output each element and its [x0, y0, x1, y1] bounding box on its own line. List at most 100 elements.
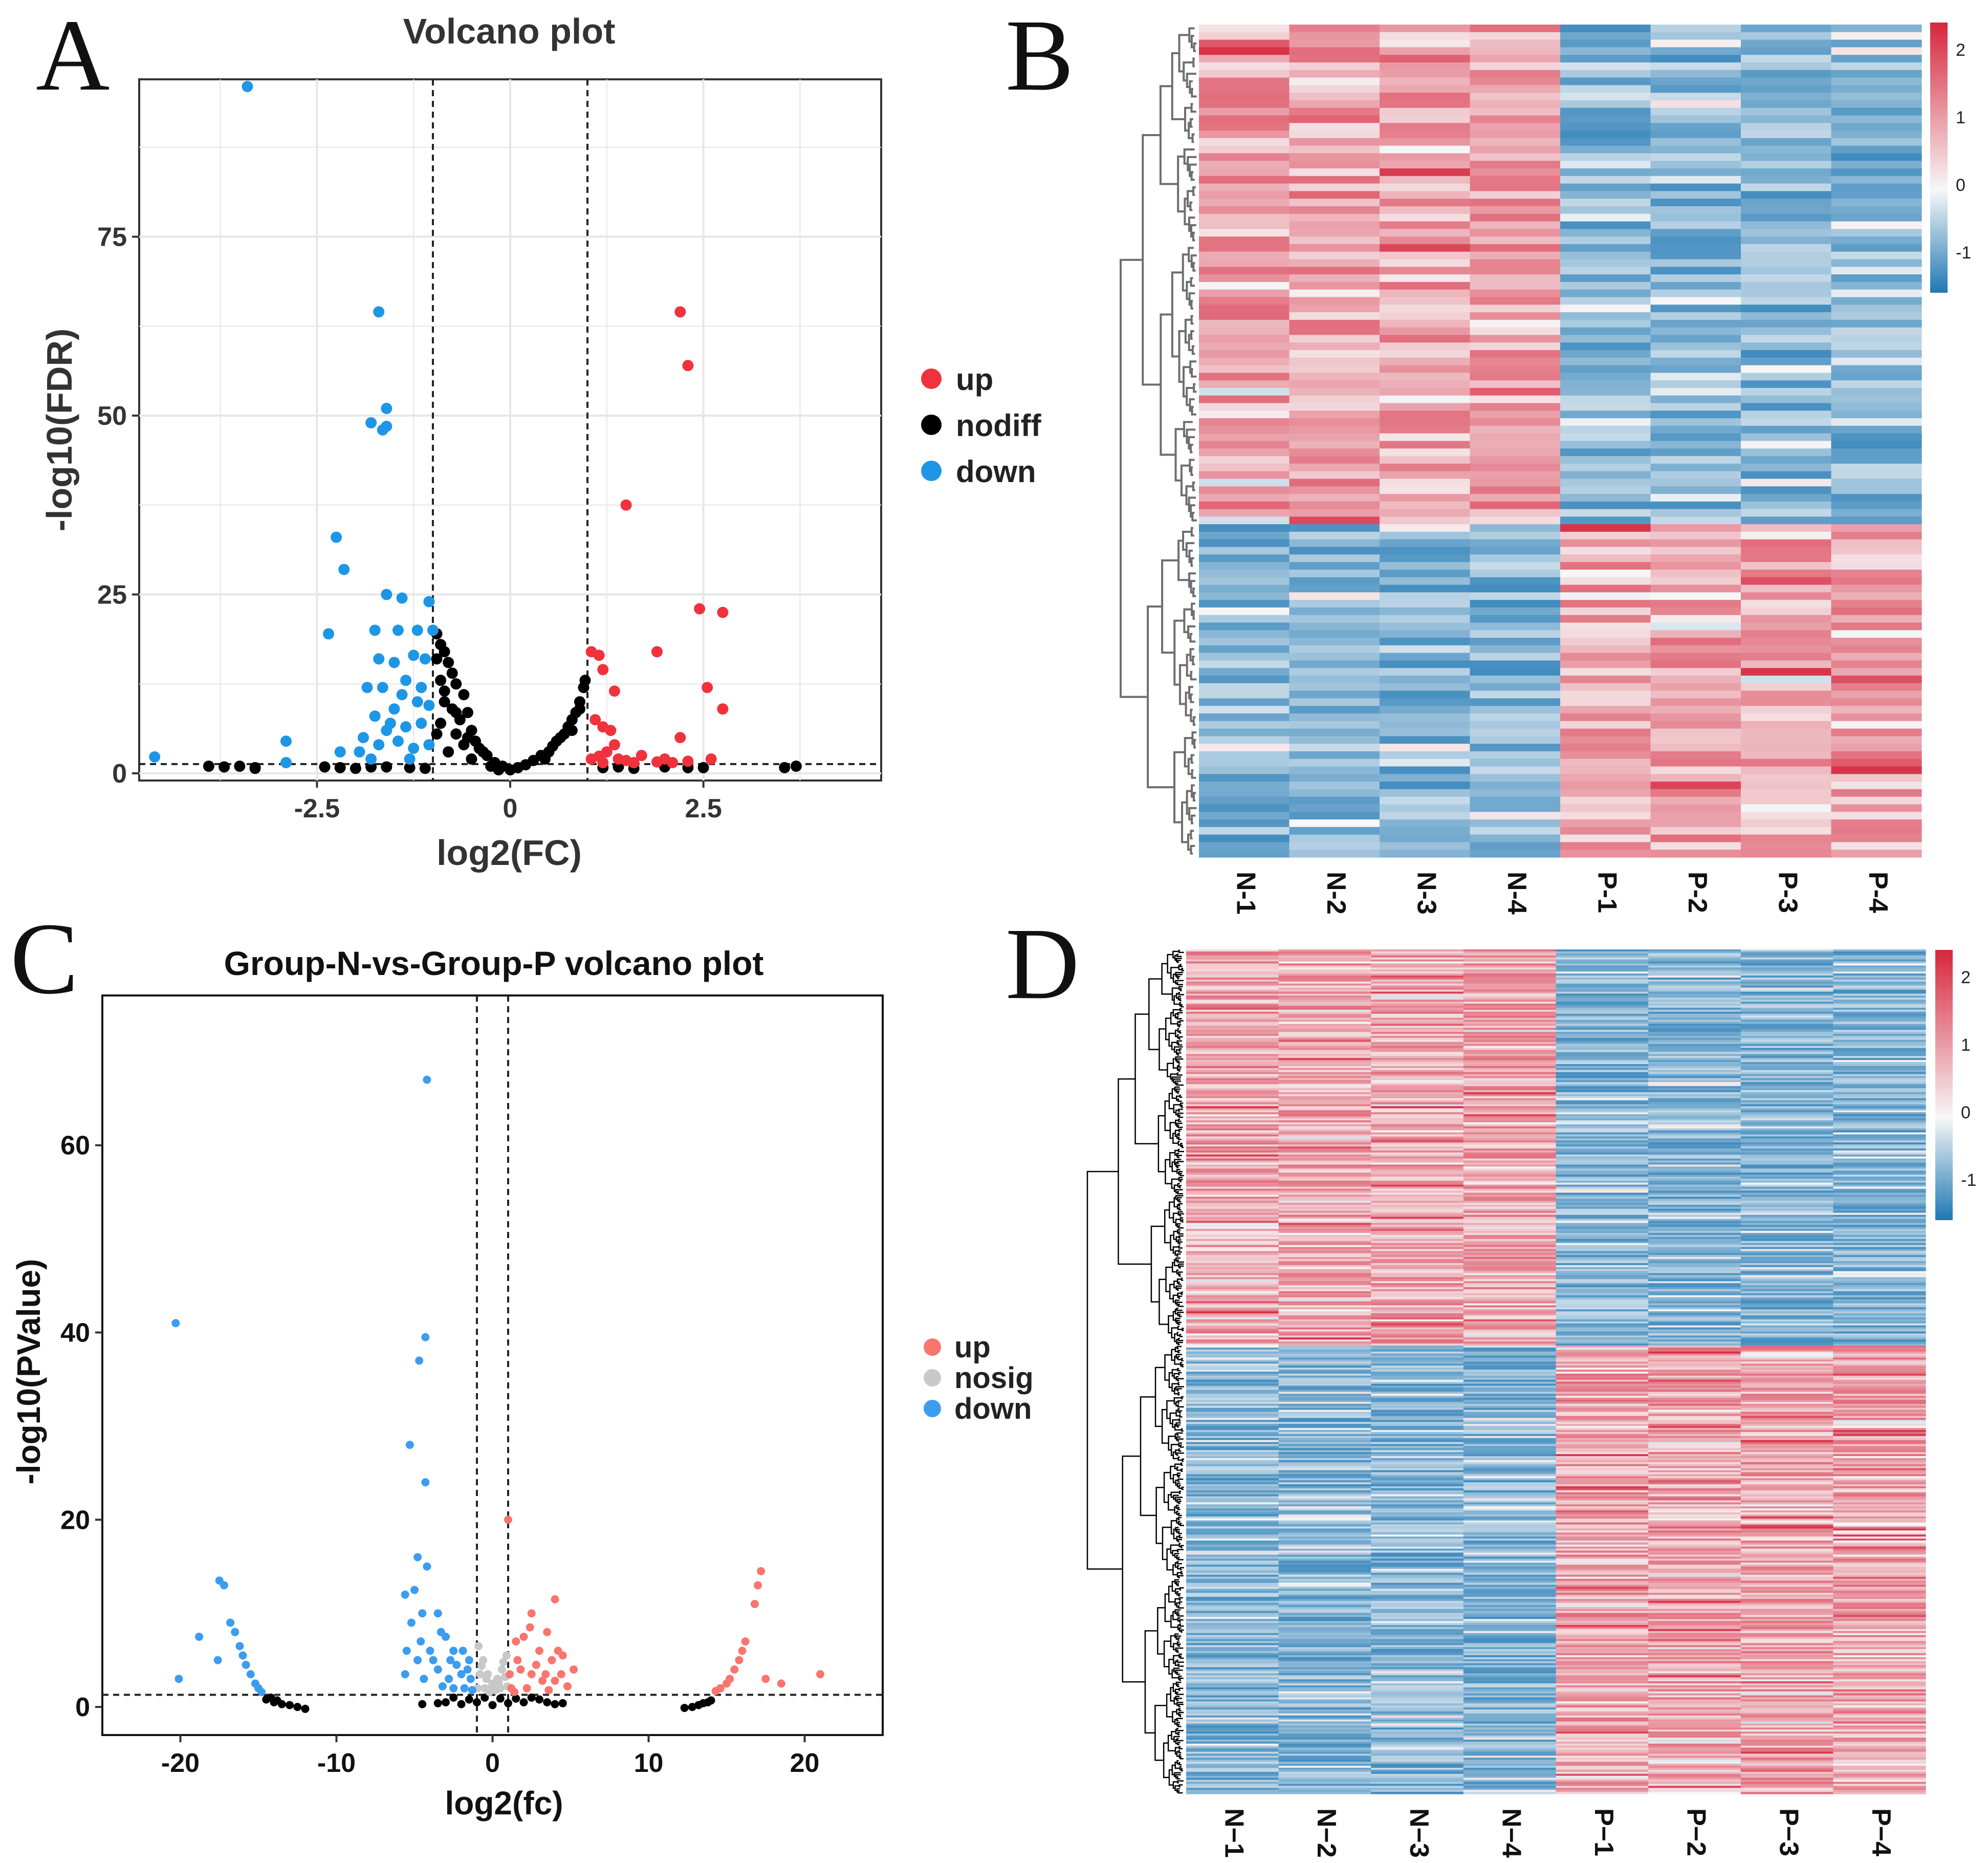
- heatmap-cell: [1186, 1643, 1279, 1645]
- heatmap-cell: [1186, 1392, 1279, 1394]
- heatmap-cell: [1463, 1175, 1557, 1177]
- heatmap-cell: [1186, 1709, 1279, 1712]
- heatmap-cell: [1831, 55, 1922, 63]
- heatmap-cell: [1556, 1741, 1649, 1744]
- heatmap-cell: [1556, 1669, 1649, 1672]
- heatmap-cell: [1740, 1164, 1833, 1167]
- heatmap-cell: [1740, 1379, 1833, 1382]
- heatmap-cell: [1278, 1227, 1371, 1229]
- heatmap-cell: [1648, 1512, 1741, 1515]
- heatmap-cell: [1278, 1275, 1371, 1277]
- heatmap-cell: [1463, 1506, 1557, 1509]
- heatmap-cell: [1556, 1186, 1649, 1189]
- heatmap-cell: [1740, 1370, 1833, 1372]
- heatmap-cell: [1740, 1034, 1833, 1036]
- heatmap-cell: [1278, 1058, 1371, 1060]
- heatmap-cell: [1371, 981, 1464, 984]
- heatmap-cell: [1186, 1677, 1279, 1680]
- heatmap-cell: [1470, 524, 1561, 532]
- heatmap-cell: [1648, 1470, 1741, 1473]
- heatmap-cell: [1740, 1609, 1833, 1612]
- heatmap-cell: [1833, 1739, 1926, 1742]
- heatmap-cell: [1833, 1422, 1926, 1424]
- heatmap-cell: [1371, 1607, 1464, 1610]
- heatmap-cell: [1289, 615, 1380, 623]
- heatmap-cell: [1463, 1474, 1557, 1477]
- heatmap-cell: [1740, 1208, 1833, 1211]
- heatmap-cell: [1463, 1394, 1557, 1396]
- heatmap-cell: [1371, 1084, 1464, 1087]
- heatmap-cell: [1833, 1403, 1926, 1406]
- heatmap-cell: [1648, 1337, 1741, 1340]
- data-point-down: [401, 1670, 409, 1679]
- heatmap-cell: [1556, 1039, 1649, 1043]
- dendrogram-branch: [1173, 1667, 1180, 1673]
- heatmap-cell: [1556, 1114, 1649, 1117]
- heatmap-cell: [1556, 985, 1649, 988]
- dendrogram-branch: [1174, 1423, 1182, 1431]
- heatmap-cell: [1371, 1687, 1464, 1690]
- heatmap-cell: [1371, 1311, 1464, 1314]
- heatmap-cell: [1740, 1653, 1833, 1656]
- heatmap-cell: [1833, 1086, 1926, 1089]
- heatmap-cell: [1740, 1643, 1833, 1645]
- heatmap-cell: [1463, 1321, 1557, 1324]
- heatmap-cell: [1186, 1156, 1279, 1159]
- heatmap-cell: [1648, 1176, 1741, 1179]
- heatmap-cell: [1371, 1305, 1464, 1308]
- dendrogram-branch: [1177, 1239, 1182, 1244]
- heatmap-cell: [1833, 1414, 1926, 1417]
- heatmap-cell: [1470, 138, 1561, 146]
- heatmap-cell: [1470, 713, 1561, 722]
- heatmap-cell: [1463, 1422, 1557, 1424]
- heatmap-cell: [1740, 1259, 1833, 1262]
- heatmap-cell: [1740, 1673, 1833, 1676]
- heatmap-cell: [1648, 1098, 1741, 1101]
- heatmap-cell: [1740, 1138, 1833, 1141]
- dendrogram-branch: [1179, 964, 1183, 967]
- heatmap-cell: [1186, 1289, 1279, 1292]
- heatmap-cell: [1278, 1438, 1371, 1441]
- heatmap-cell: [1648, 1541, 1741, 1543]
- dendrogram-branch: [1179, 1677, 1184, 1681]
- heatmap-cell: [1278, 1024, 1371, 1026]
- heatmap-cell: [1186, 1283, 1279, 1286]
- heatmap-cell: [1470, 267, 1561, 275]
- dendrogram-branch: [1178, 1475, 1181, 1478]
- heatmap-cell: [1741, 251, 1832, 260]
- heatmap-cell: [1556, 1598, 1649, 1601]
- heatmap-cell: [1186, 1086, 1279, 1089]
- heatmap-cell: [1648, 1741, 1741, 1744]
- heatmap-cell: [1648, 1536, 1741, 1539]
- heatmap-cell: [1371, 1068, 1464, 1071]
- heatmap-cell: [1556, 1392, 1649, 1394]
- dendrogram-branch: [1177, 1424, 1181, 1428]
- heatmap-cell: [1648, 985, 1741, 988]
- heatmap-cell: [1650, 501, 1741, 510]
- x-tick-label: 0: [503, 794, 518, 824]
- heatmap-cell: [1833, 1520, 1926, 1523]
- data-point-up: [717, 703, 729, 715]
- heatmap-cell: [1556, 1727, 1649, 1730]
- heatmap-cell: [1278, 1215, 1371, 1218]
- heatmap-cell: [1648, 967, 1741, 970]
- heatmap-cell: [1556, 1142, 1649, 1145]
- heatmap-cell: [1186, 1657, 1279, 1660]
- heatmap-cell: [1833, 1550, 1926, 1553]
- heatmap-cell: [1289, 479, 1380, 487]
- heatmap-cell: [1199, 70, 1290, 78]
- heatmap-cell: [1831, 236, 1922, 245]
- heatmap-cell: [1740, 1070, 1833, 1073]
- heatmap-cell: [1833, 971, 1926, 974]
- heatmap-cell: [1463, 1136, 1557, 1139]
- heatmap-cell: [1556, 1602, 1649, 1606]
- heatmap-cell: [1380, 804, 1471, 812]
- heatmap-cell: [1371, 1138, 1464, 1141]
- data-point-nodiff: [443, 746, 454, 758]
- heatmap-cell: [1833, 1434, 1926, 1437]
- heatmap-cell: [1470, 55, 1561, 63]
- heatmap-cell: [1741, 584, 1832, 593]
- heatmap-cell: [1186, 1257, 1279, 1260]
- heatmap-cell: [1463, 1625, 1557, 1628]
- dendrogram-branch: [1176, 1165, 1181, 1168]
